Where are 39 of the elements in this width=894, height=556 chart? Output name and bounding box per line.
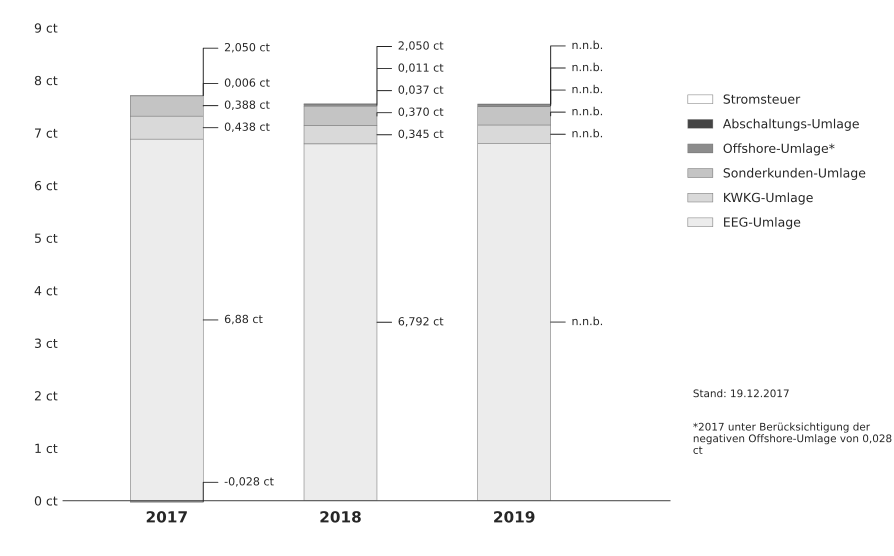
data-label: 0,011 ct <box>398 63 444 73</box>
legend-label: KWKG-Umlage <box>724 192 813 205</box>
y-tick-label: 8 ct <box>34 76 58 86</box>
legend-label: Sonderkunden-Umlage <box>724 168 866 180</box>
legend-label: EEG-Umlage <box>724 217 800 230</box>
data-label: n.n.b. <box>572 62 602 72</box>
text: *2017 unter Berücksichtigung der negativen Offshore-Umlage von 0,028 ct <box>693 422 892 454</box>
y-tick-label: 3 ct <box>34 338 58 348</box>
data-label: 6,88 ct <box>224 314 263 324</box>
x-tick-label: 2017 <box>146 511 187 523</box>
data-label: 0,438 ct <box>224 122 270 132</box>
text: Stand: 19.12.2017 <box>694 389 789 398</box>
data-label: 6,792 ct <box>398 317 444 327</box>
text: n.n.b. <box>572 40 602 50</box>
y-tick-label: 5 ct <box>34 234 58 243</box>
data-label: 0,006 ct <box>224 78 270 88</box>
data-label: n.n.b. <box>572 84 602 94</box>
y-tick-label: 9 ct <box>34 23 58 33</box>
text: 2,050 ct <box>398 41 444 51</box>
legend-label: Abschaltungs-Umlage <box>722 118 859 131</box>
data-label: 0,388 ct <box>224 100 270 110</box>
x-tick-label: 2018 <box>320 511 361 523</box>
y-tick-label: 0 ct <box>34 496 58 506</box>
data-label: 0,345 ct <box>398 130 444 140</box>
y-tick-label: 4 ct <box>34 286 58 296</box>
data-label: 0,037 ct <box>398 85 444 95</box>
text: 2,050 ct <box>224 43 270 53</box>
data-label: -0,028 ct <box>224 477 274 487</box>
y-tick-label: 1 ct <box>35 444 58 454</box>
data-label: 0,370 ct <box>398 108 444 118</box>
y-tick-label: 7 ct <box>35 128 58 138</box>
data-label: n.n.b. <box>572 128 602 138</box>
legend-label: Offshore-Umlage* <box>724 143 835 156</box>
data-label: n.n.b. <box>572 316 602 326</box>
x-tick-label: 2019 <box>494 511 534 523</box>
data-label: n.n.b. <box>572 106 602 116</box>
y-tick-label: 2 ct <box>34 391 58 401</box>
y-tick-label: 6 ct <box>34 180 58 190</box>
legend-label: Stromsteuer <box>724 94 800 104</box>
